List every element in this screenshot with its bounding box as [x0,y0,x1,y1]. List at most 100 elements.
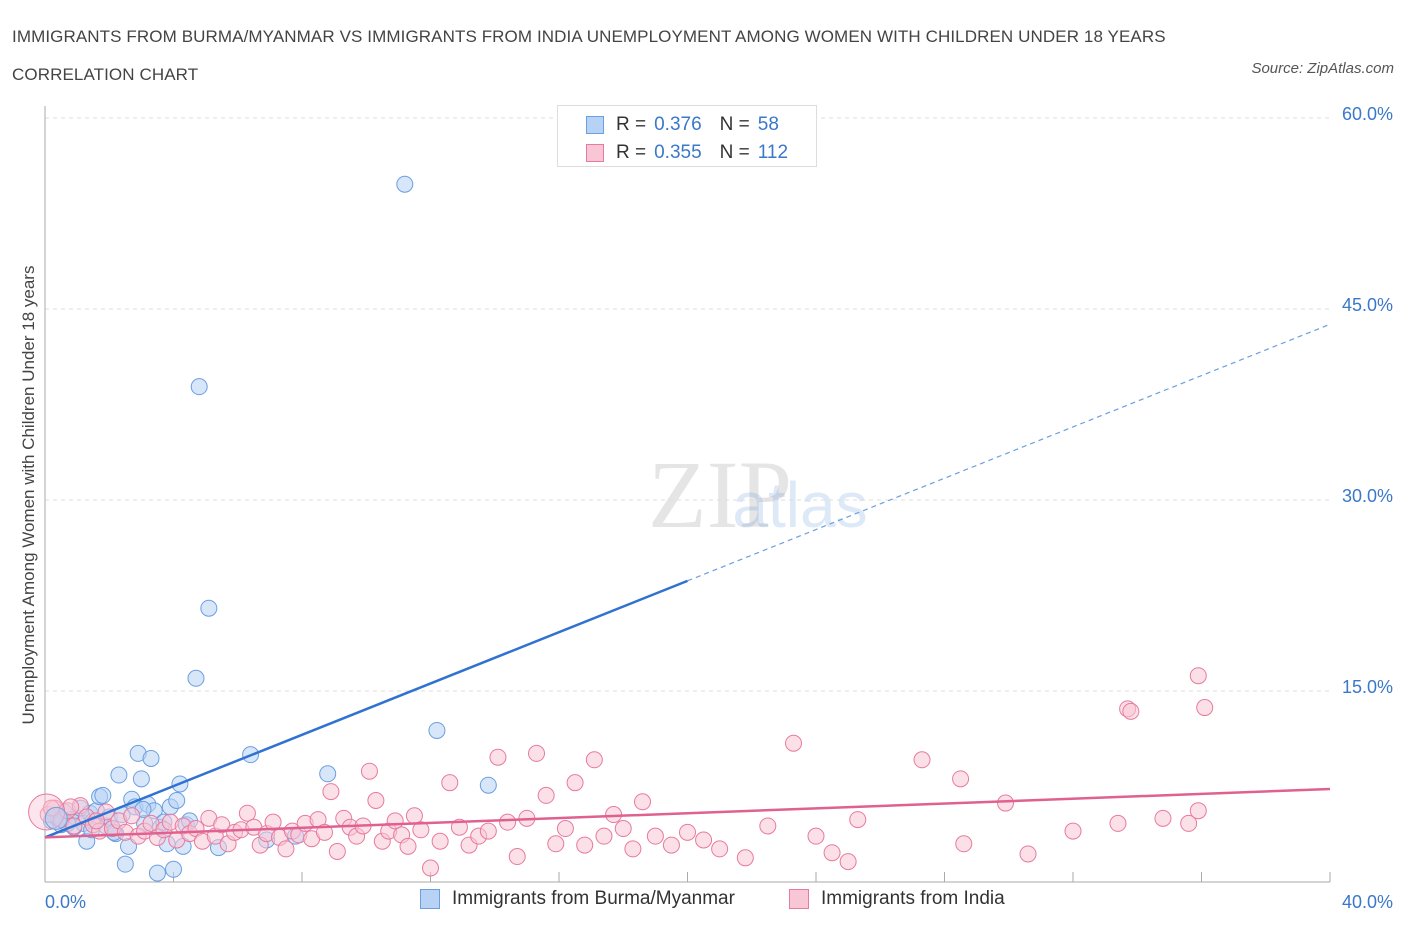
india-point [576,836,594,854]
india-swatch [586,144,604,162]
burma-point [479,776,497,794]
bottom-legend-burma: Immigrants from Burma/Myanmar [420,888,735,910]
burma-point [148,864,166,882]
india-point [62,798,80,816]
india-point [1019,845,1037,863]
india-point [823,844,841,862]
burma-trend-line [44,579,688,839]
india-point [479,822,497,840]
india-point [913,751,931,769]
india-point [785,734,803,752]
burma-point [190,378,208,396]
chart-title: IMMIGRANTS FROM BURMA/MYANMAR VS IMMIGRA… [12,27,1166,84]
burma-point [396,175,414,193]
bottom-burma-label: Immigrants from Burma/Myanmar [452,888,735,909]
india-point [556,820,574,838]
india-point [605,806,623,824]
india-point [759,817,777,835]
burma-point [116,855,134,873]
grid-layer [45,117,1330,692]
india-trend-line [44,787,1331,839]
india-point [422,859,439,877]
india-point [489,748,507,766]
burma-point [187,669,205,687]
burma-r-label: R = [616,114,647,135]
india-point [264,813,282,831]
burma-point [165,860,182,878]
india-point [360,762,378,780]
burma-n-value: 58 [757,114,779,135]
watermark-atlas: atlas [732,469,867,541]
india-point [1180,814,1198,832]
india-point [1109,814,1127,832]
y-tick-label: 45.0% [1342,295,1393,315]
india-point [537,786,555,804]
bottom-india-swatch [789,889,809,909]
india-r-label: R = [616,142,647,163]
india-point [315,823,333,841]
india-point [528,744,546,762]
india-point [1064,822,1082,840]
india-point [955,835,973,853]
india-point [585,751,603,769]
burma-point [110,766,128,784]
burma-point [142,749,160,767]
india-n-label: N = [719,142,750,163]
watermark-zip: ZIP [648,441,792,548]
x-tick-label-min: 0.0% [45,892,86,912]
india-point [499,813,517,831]
burma-trend-extension [687,323,1331,582]
y-tick-label: 15.0% [1342,677,1393,697]
india-point [807,827,825,845]
india-point [238,804,256,822]
india-point [634,793,652,811]
india-point [508,848,526,866]
burma-point [428,721,446,739]
india-point [441,774,459,792]
india-point [952,770,970,788]
legend-row-burma: R = 0.376 N = 58 [586,113,797,137]
y-tick-label: 60.0% [1342,104,1393,124]
y-axis-label: Unemployment Among Women with Children U… [19,266,38,725]
india-point [695,831,713,849]
india-point [1122,702,1140,720]
india-point [566,774,584,792]
india-point [595,827,613,845]
india-point [1154,809,1172,827]
axis-layer: 15.0% 30.0% 45.0% 60.0% [44,104,1393,883]
burma-cluster-point [44,806,68,830]
bottom-india-label: Immigrants from India [821,888,1005,909]
burma-r-value: 0.376 [654,114,702,135]
india-point [997,794,1015,812]
india-point [367,792,385,810]
burma-point [200,599,218,617]
india-n-value: 112 [757,142,789,163]
india-point [662,836,680,854]
india-point [624,840,642,858]
india-point [711,840,729,858]
india-point [646,827,664,845]
india-point [547,835,565,853]
india-point [399,837,417,855]
india-point [213,816,231,834]
india-point [679,823,696,841]
bottom-legend-india: Immigrants from India [789,888,1005,910]
burma-point [168,792,186,810]
y-tick-label: 30.0% [1342,486,1393,506]
india-point [1196,699,1214,717]
points-layer [28,175,1214,882]
x-tick-label-max: 40.0% [1342,892,1393,912]
burma-point [319,765,337,783]
india-point [849,811,867,829]
india-point [431,832,449,850]
india-point [736,849,754,867]
stats-legend: R = 0.376 N = 58 R = 0.355 N = 112 [557,105,817,167]
india-r-value: 0.355 [654,142,702,163]
burma-swatch [586,116,604,134]
india-point [123,807,141,825]
india-point [322,783,340,801]
india-point [328,842,346,860]
india-point [277,840,295,858]
india-point [839,853,857,871]
